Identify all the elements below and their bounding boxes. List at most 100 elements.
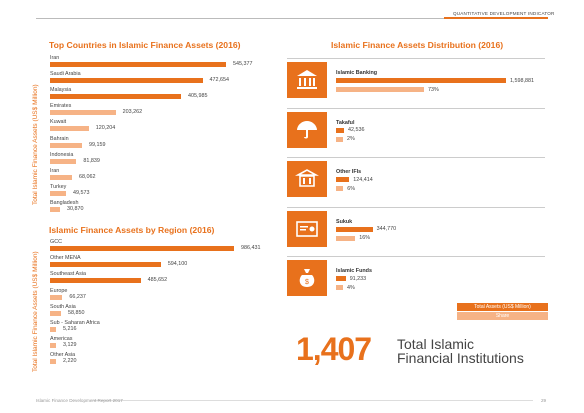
bar-label: Southeast Asia [50,271,86,278]
header-accent [444,17,548,19]
icon-box [287,62,327,98]
bar [50,246,234,251]
top-countries-title: Top Countries in Islamic Finance Assets … [49,40,241,50]
bar-value-label: 485,652 [147,277,168,284]
icon-box [287,210,327,247]
bar-label: Other MENA [50,255,81,262]
share-bar [336,136,343,142]
header-rule [36,18,548,19]
bar [50,78,203,84]
share-bar [336,87,424,92]
bar-value-label: 405,985 [188,93,208,100]
footer-left: Islamic Finance Development Report 2017 [36,398,123,403]
bar-value-label: 30,870 [66,205,84,212]
bar-label: Bahrain [50,135,69,142]
bar-value-label: 81,839 [83,157,100,164]
row-divider [287,256,545,257]
category-label: Other IFIs [336,169,362,175]
bar-value-label: 120,204 [95,125,116,132]
bar-label: Iran [50,167,60,174]
bar [50,206,60,212]
distribution-row [287,256,545,298]
bar-value-label: 3,129 [63,342,77,349]
bar [50,294,63,300]
bar [50,310,61,316]
bar-label: Malaysia [50,87,72,94]
icon-box: $ [287,260,327,296]
category-label: Takaful [336,119,355,126]
legend-total-assets: Total Assets (US$ Million) [457,303,548,311]
distribution-row [287,107,545,150]
bar-label: Americas [50,336,73,343]
category-label: Islamic Banking [336,70,378,76]
by-region-ylabel: Total Islamic Finance Assets (US$ Millio… [32,251,39,372]
bar-label: Europe [50,287,68,294]
bar [50,190,66,196]
distribution-row [287,157,545,199]
share-value-label: 16% [359,235,371,241]
bar-value-label: 203,262 [122,109,143,116]
bar-label: South Asia [50,303,76,310]
category-label: Islamic Funds [336,268,372,274]
footer-rule [93,400,533,401]
bar-value-label: 49,573 [72,189,90,196]
bar [50,278,141,284]
bar [50,62,226,67]
bar [50,158,77,164]
distribution-row [287,58,545,100]
assets-value-label: 91,233 [349,275,367,282]
assets-bar [336,78,506,83]
bar-label: GCC [50,239,62,245]
share-value-label: 2% [347,136,355,142]
bar-label: Indonesia [50,151,74,158]
bar-value-label: 986,431 [241,245,261,251]
by-region-title: Islamic Finance Assets by Region (2016) [49,225,215,235]
bar-label: Turkey [50,183,67,190]
institutions-line2: Financial Institutions [397,350,524,366]
share-bar [336,186,344,191]
share-bar [336,285,343,290]
icon-box [287,111,327,148]
institutions-caption: Total Islamic Financial Institutions [397,337,524,365]
assets-bar [336,226,373,232]
bar [50,327,56,332]
bar-value-label: 545,377 [233,61,253,67]
row-divider [287,58,545,59]
bar-label: Sub - Saharan Africa [50,320,100,326]
assets-value-label: 344,770 [376,226,397,232]
svg-text:$: $ [305,279,309,286]
assets-bar [336,177,350,182]
share-value-label: 4% [347,284,355,291]
institutions-count: 1,407 [296,331,372,367]
assets-bar [336,276,346,281]
category-label: Sukuk [336,218,353,225]
bar [50,126,89,132]
bar-value-label: 58,850 [67,309,85,316]
bar-value-label: 472,654 [209,77,230,84]
assets-value-label: 1,598,881 [510,77,534,84]
bar-value-label: 99,159 [88,141,106,148]
share-value-label: 73% [428,86,439,93]
distribution-title: Islamic Finance Assets Distribution (201… [331,40,504,50]
footer-page-number: 29 [541,398,547,403]
bar [50,343,56,349]
bar [50,359,56,365]
assets-value-label: 124,414 [353,176,373,183]
bar [50,174,72,180]
bar-value-label: 2,220 [63,358,77,365]
bar [50,110,116,116]
bar [50,262,161,268]
bar [50,94,182,100]
bar-label: Emirates [50,103,72,110]
share-value-label: 6% [347,185,356,192]
header-label: QUANTITATIVE DEVELOPMENT INDICATOR [453,11,555,16]
bar-value-label: 66,237 [69,293,86,300]
row-divider [287,157,545,158]
row-divider [287,206,545,208]
share-bar [336,235,356,241]
distribution-row [287,206,545,249]
bar-label: Other Asia [50,352,76,359]
bar-label: Kuwait [50,119,67,126]
icon-box [287,161,327,197]
bar-value-label: 594,100 [167,261,188,268]
